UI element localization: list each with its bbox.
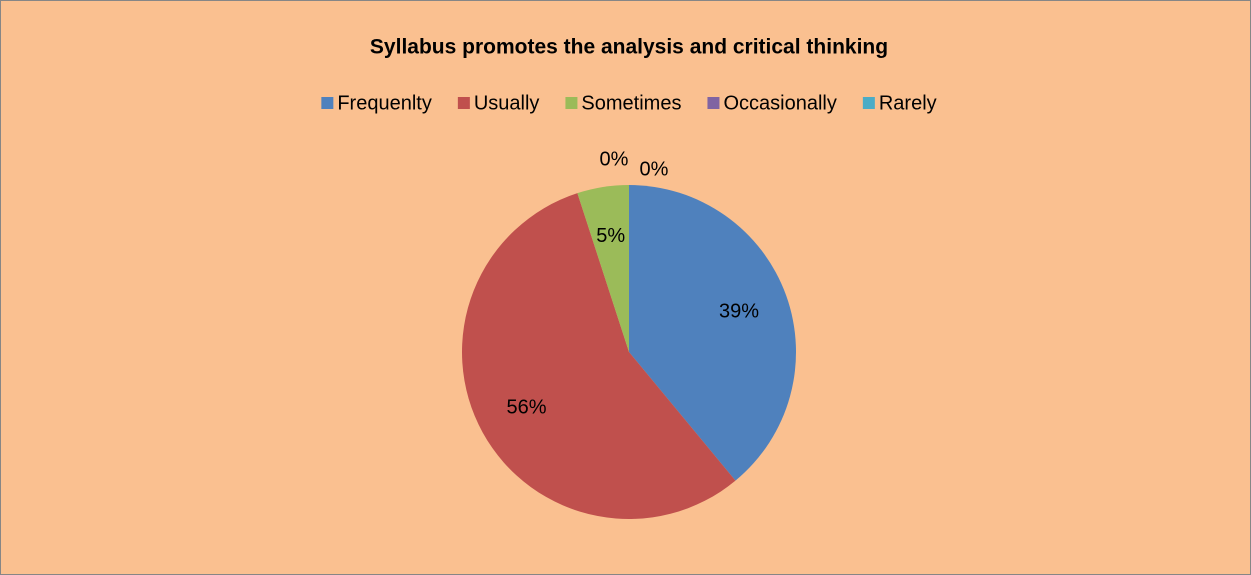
legend-label: Rarely [879,92,937,114]
legend-label: Sometimes [581,92,681,114]
data-label: 56% [507,397,547,419]
legend-swatch [457,97,470,109]
legend-label: Usually [474,92,540,114]
legend-label: Occasionally [723,92,836,114]
data-label: 5% [596,225,625,247]
chart-title: Syllabus promotes the analysis and criti… [370,36,888,59]
pie-slice [577,185,629,352]
legend-swatch [862,97,875,109]
legend-swatch [707,97,720,109]
data-label: 0% [600,148,629,170]
legend-label: Frequenlty [337,92,432,114]
pie-slice [462,193,736,519]
legend-swatch [565,97,578,109]
pie-slice [629,185,797,481]
legend-swatch [321,97,334,109]
data-label: 0% [640,158,669,180]
data-label: 39% [719,301,759,323]
